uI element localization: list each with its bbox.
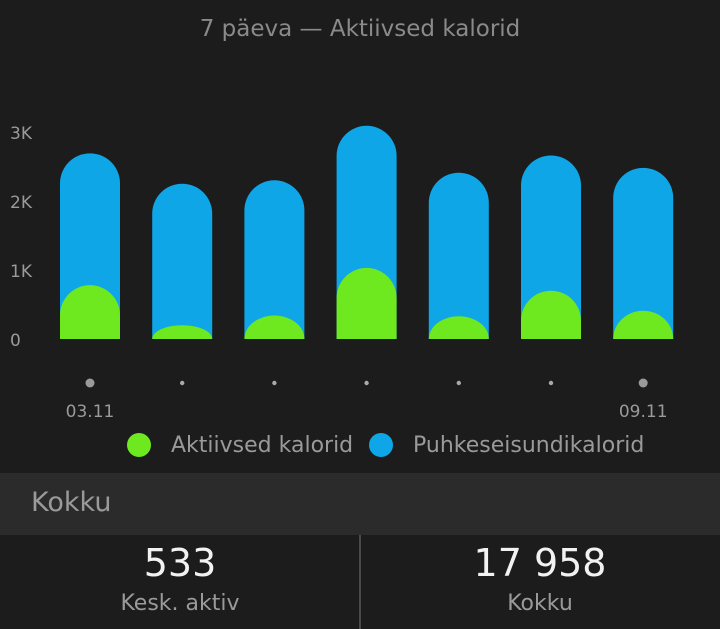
y-tick-label: 0 — [10, 331, 21, 351]
x-tick-label: 09.11 — [619, 402, 668, 422]
stat-total-label: Kokku — [507, 591, 573, 616]
bar-resting — [244, 180, 305, 339]
x-tick-dot — [638, 378, 648, 388]
stat-total: 17 958 Kokku — [360, 535, 720, 629]
calories-chart: 0 1K 2K 3K 03.11 09.11 — [10, 124, 674, 422]
chart-title: 7 päeva — Aktiivsed kalorid — [199, 16, 521, 42]
stat-average-active-label: Kesk. aktiv — [120, 591, 240, 616]
x-tick-dot — [180, 380, 185, 386]
bar-active — [521, 290, 581, 339]
legend-item-active: Aktiivsed kalorid — [127, 428, 353, 462]
x-tick-dot — [272, 380, 277, 386]
bar-resting — [613, 167, 674, 339]
totals-stats: 533 Kesk. aktiv 17 958 Kokku — [0, 535, 720, 629]
bar-active — [336, 267, 397, 339]
x-tick-dot — [85, 378, 95, 388]
x-tick-dot — [456, 380, 461, 386]
x-tick-label: 03.11 — [66, 402, 115, 422]
legend-dot-resting — [369, 433, 393, 457]
bar-active — [152, 325, 213, 339]
y-tick-label: 3K — [10, 124, 33, 144]
bar-active — [244, 315, 305, 339]
chart-legend: Aktiivsed kalorid Puhkeseisundikalorid — [0, 428, 720, 462]
stat-average-active-value: 533 — [143, 541, 217, 585]
bar-resting — [521, 155, 581, 339]
x-tick-dot — [548, 380, 554, 386]
y-tick-label: 2K — [10, 193, 33, 213]
stat-average-active: 533 Kesk. aktiv — [0, 535, 360, 629]
bar-active — [613, 310, 674, 339]
stat-total-value: 17 958 — [473, 541, 607, 585]
bar-active — [60, 285, 120, 339]
y-tick-label: 1K — [10, 262, 33, 282]
legend-dot-active — [127, 433, 151, 457]
legend-label-active: Aktiivsed kalorid — [171, 432, 354, 458]
x-tick-dot — [364, 380, 369, 386]
totals-header-label: Kokku — [31, 487, 112, 518]
legend-label-resting: Puhkeseisundikalorid — [413, 432, 645, 458]
totals-header: Kokku — [0, 473, 720, 535]
bar-resting — [428, 172, 489, 339]
bar-resting — [152, 183, 213, 339]
stats-divider — [359, 535, 361, 629]
legend-item-resting: Puhkeseisundikalorid — [369, 428, 644, 462]
bar-active — [428, 316, 489, 339]
